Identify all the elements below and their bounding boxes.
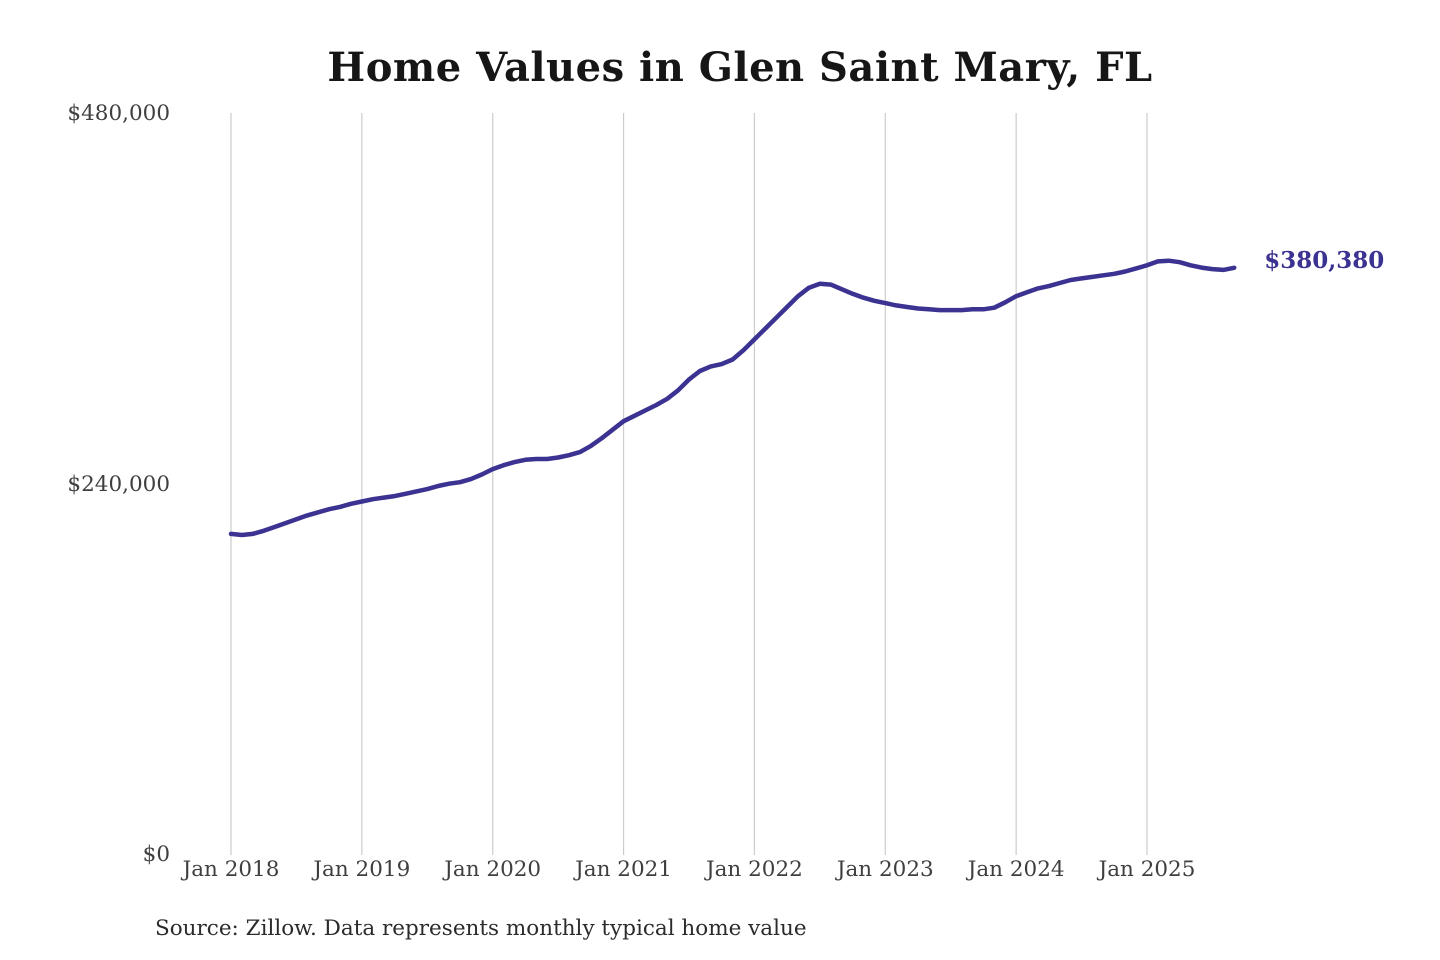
y-tick-label-240000: $240,000 xyxy=(67,471,170,497)
x-tick-label-jan-2018: Jan 2018 xyxy=(182,857,280,882)
current-value-label: $380,380 xyxy=(1264,246,1385,274)
chart-title: Home Values in Glen Saint Mary, FL xyxy=(327,44,1153,91)
gridlines-group xyxy=(230,113,1148,855)
home-value-line-series xyxy=(228,258,1237,538)
x-tick-label-jan-2023: Jan 2023 xyxy=(836,857,934,882)
x-tick-label-jan-2020: Jan 2020 xyxy=(444,857,542,882)
x-tick-label-jan-2021: Jan 2021 xyxy=(575,857,672,882)
x-tick-label-jan-2022: Jan 2022 xyxy=(706,857,803,882)
y-tick-label-0: $0 xyxy=(142,842,170,867)
x-tick-label-jan-2025: Jan 2025 xyxy=(1098,857,1196,882)
source-note: Source: Zillow. Data represents monthly … xyxy=(155,916,807,941)
y-tick-label-480000: $480,000 xyxy=(67,101,170,126)
x-tick-label-jan-2024: Jan 2024 xyxy=(967,857,1065,882)
x-tick-label-jan-2019: Jan 2019 xyxy=(313,857,411,882)
